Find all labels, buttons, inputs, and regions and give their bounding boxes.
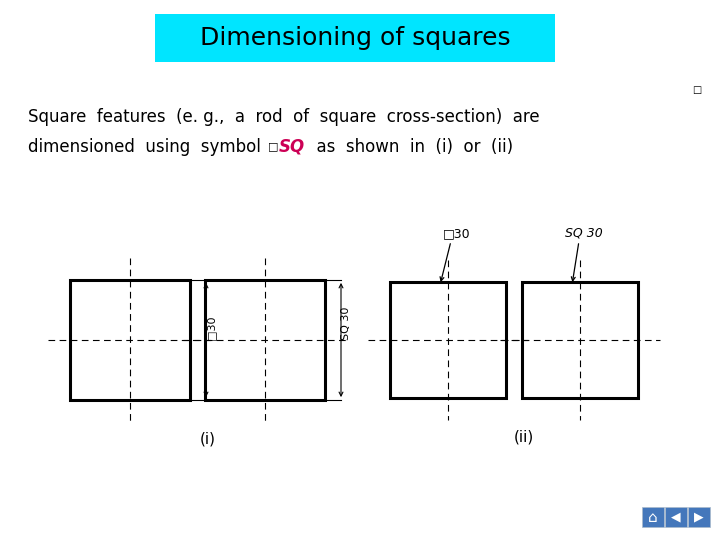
Text: SQ: SQ — [279, 138, 305, 156]
Text: as  shown  in  (i)  or  (ii): as shown in (i) or (ii) — [306, 138, 513, 156]
Text: (ii): (ii) — [514, 430, 534, 445]
Bar — [522, 282, 638, 398]
FancyBboxPatch shape — [155, 14, 555, 62]
Bar — [688, 507, 710, 527]
Text: Square  features  (e. g.,  a  rod  of  square  cross-section)  are: Square features (e. g., a rod of square … — [28, 108, 539, 126]
Bar — [70, 280, 190, 400]
Text: □30: □30 — [443, 227, 471, 240]
Text: ▶: ▶ — [694, 510, 704, 523]
Text: ◀: ◀ — [671, 510, 681, 523]
Text: SQ 30: SQ 30 — [565, 227, 603, 240]
Text: □: □ — [693, 85, 701, 95]
Bar — [665, 507, 687, 527]
Text: dimensioned  using  symbol: dimensioned using symbol — [28, 138, 276, 156]
Bar — [390, 282, 506, 398]
Text: □30: □30 — [206, 315, 216, 340]
Text: (i): (i) — [199, 432, 215, 447]
Bar — [205, 280, 325, 400]
Text: ⌂: ⌂ — [648, 510, 658, 524]
Text: SQ 30: SQ 30 — [341, 307, 351, 340]
Text: Dimensioning of squares: Dimensioning of squares — [199, 26, 510, 50]
Text: □: □ — [268, 141, 279, 151]
Bar — [642, 507, 664, 527]
